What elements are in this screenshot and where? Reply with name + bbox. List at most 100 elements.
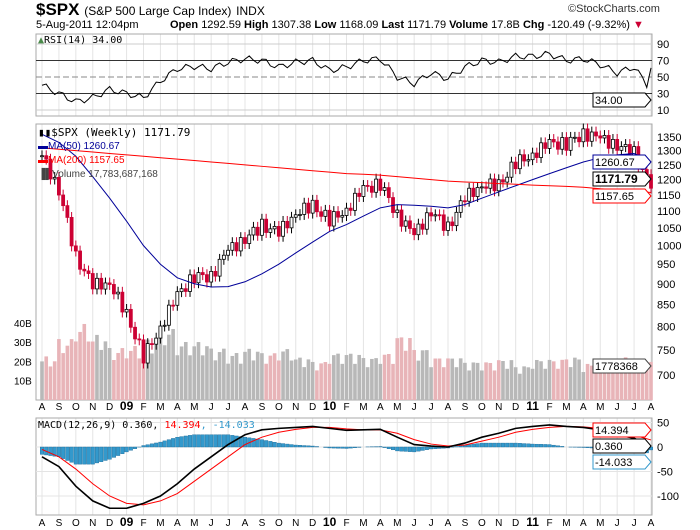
month-label: A xyxy=(580,518,587,529)
month-label: A xyxy=(648,518,655,529)
macd-legend-text: MACD(12,26,9) 0.360, xyxy=(38,420,165,431)
candle-body xyxy=(251,226,256,236)
month-label: S xyxy=(56,402,63,413)
macd-histogram-bar xyxy=(226,434,231,448)
candle-body xyxy=(145,343,150,364)
macd-histogram-bar xyxy=(492,442,497,448)
macd-histogram-bar xyxy=(158,441,163,448)
volume-bar xyxy=(623,357,628,400)
month-label: N xyxy=(292,518,299,529)
macd-tick-label: 50 xyxy=(657,418,669,430)
candle-body xyxy=(255,226,260,236)
month-label: J xyxy=(615,402,620,413)
month-label: J xyxy=(632,402,637,413)
candle-body xyxy=(475,187,480,197)
macd-histogram-bar xyxy=(40,446,45,455)
macd-histogram-bar xyxy=(458,445,463,448)
candle-body xyxy=(48,158,53,180)
volume-bar xyxy=(412,350,416,400)
candle-body xyxy=(200,272,205,276)
volume-bar xyxy=(289,360,294,400)
month-label: A xyxy=(242,402,249,413)
volume-bar xyxy=(543,368,548,400)
candle-body xyxy=(196,272,201,284)
volume-bar xyxy=(556,368,560,400)
candle-body xyxy=(492,178,497,192)
candle-body xyxy=(247,234,252,244)
macd-histogram-bar xyxy=(124,446,129,453)
quote-date: 5-Aug-2011 12:04pm xyxy=(36,19,139,31)
candle-body xyxy=(577,136,582,143)
month-label: A xyxy=(377,402,384,413)
price-tick-label: 1250 xyxy=(657,160,681,172)
macd-histogram-bar xyxy=(293,444,298,448)
volume-bar xyxy=(302,367,307,400)
volume-bar xyxy=(315,370,319,400)
volume-bar xyxy=(90,341,95,400)
candle-body xyxy=(44,155,49,160)
macd-signal-line xyxy=(41,425,652,506)
candle-body xyxy=(568,136,573,151)
macd-legend: MACD(12,26,9) 0.360, 14.394, -14.033 xyxy=(38,420,255,432)
macd-tick-label: 0 xyxy=(657,442,663,454)
candle-body xyxy=(289,216,294,229)
panel-border xyxy=(35,123,653,401)
volume-bar xyxy=(509,360,514,400)
volume-bar xyxy=(112,360,116,400)
volume-bar xyxy=(395,338,400,400)
volume-bar xyxy=(382,354,387,400)
down-arrow-icon: ▼ xyxy=(633,19,644,31)
volume-bar xyxy=(281,351,285,400)
month-label: J xyxy=(226,518,231,529)
last-value: 1171.79 xyxy=(407,19,447,31)
candle-body xyxy=(403,220,408,227)
macd-histogram-bar xyxy=(281,443,286,448)
candle-body xyxy=(340,215,345,218)
low-value: 1168.09 xyxy=(339,19,379,31)
macd-histogram-bar xyxy=(344,446,349,449)
candle-body xyxy=(209,270,214,283)
month-label: S xyxy=(259,518,266,529)
candle-body xyxy=(217,258,222,277)
candle-body xyxy=(585,128,590,142)
volume-bar xyxy=(480,370,484,400)
macd-value-tag: 0.360 xyxy=(595,441,623,453)
month-label: J xyxy=(632,518,637,529)
volume-bar xyxy=(272,353,277,400)
candle-body xyxy=(226,249,230,256)
volume-value-tag-box xyxy=(592,358,652,374)
high-value: 1307.38 xyxy=(271,19,312,31)
candle-body xyxy=(213,270,218,277)
rsi-tick-label: 30 xyxy=(657,89,669,101)
volume-bar xyxy=(547,359,552,400)
price-tick-label: 700 xyxy=(657,370,675,382)
volume-bar xyxy=(408,338,412,400)
volume-bar xyxy=(344,355,349,400)
month-label: 11 xyxy=(526,399,539,413)
volume-bar xyxy=(158,328,163,400)
macd-histogram-bar xyxy=(276,442,281,448)
macd-histogram-bar xyxy=(86,446,91,465)
volume-bar xyxy=(640,363,645,400)
volume-bar xyxy=(285,349,290,400)
month-label: F xyxy=(343,402,349,413)
candle-body xyxy=(479,186,484,189)
chg-value: -120.49 (-9.32%) xyxy=(547,19,630,31)
volume-bar xyxy=(116,352,120,400)
volume-bar xyxy=(145,339,150,400)
high-label: High xyxy=(244,19,269,31)
macd-histogram-bar xyxy=(141,445,146,448)
month-label: 10 xyxy=(323,515,337,529)
chg-label: Chg xyxy=(522,19,545,31)
ma50-legend-text: MA(50) 1260.67 xyxy=(48,141,120,152)
volume-bar xyxy=(386,354,391,400)
volume-bar xyxy=(628,359,632,400)
month-label: N xyxy=(495,518,502,529)
volume-bar xyxy=(124,358,129,400)
candle-body xyxy=(530,152,535,161)
macd-histogram-bar xyxy=(496,442,501,448)
candle-body xyxy=(175,291,180,306)
volume-bar xyxy=(636,361,641,400)
index-name: (S&P 500 Large Cap Index) xyxy=(84,4,232,18)
macd-histogram-bar xyxy=(107,446,112,460)
